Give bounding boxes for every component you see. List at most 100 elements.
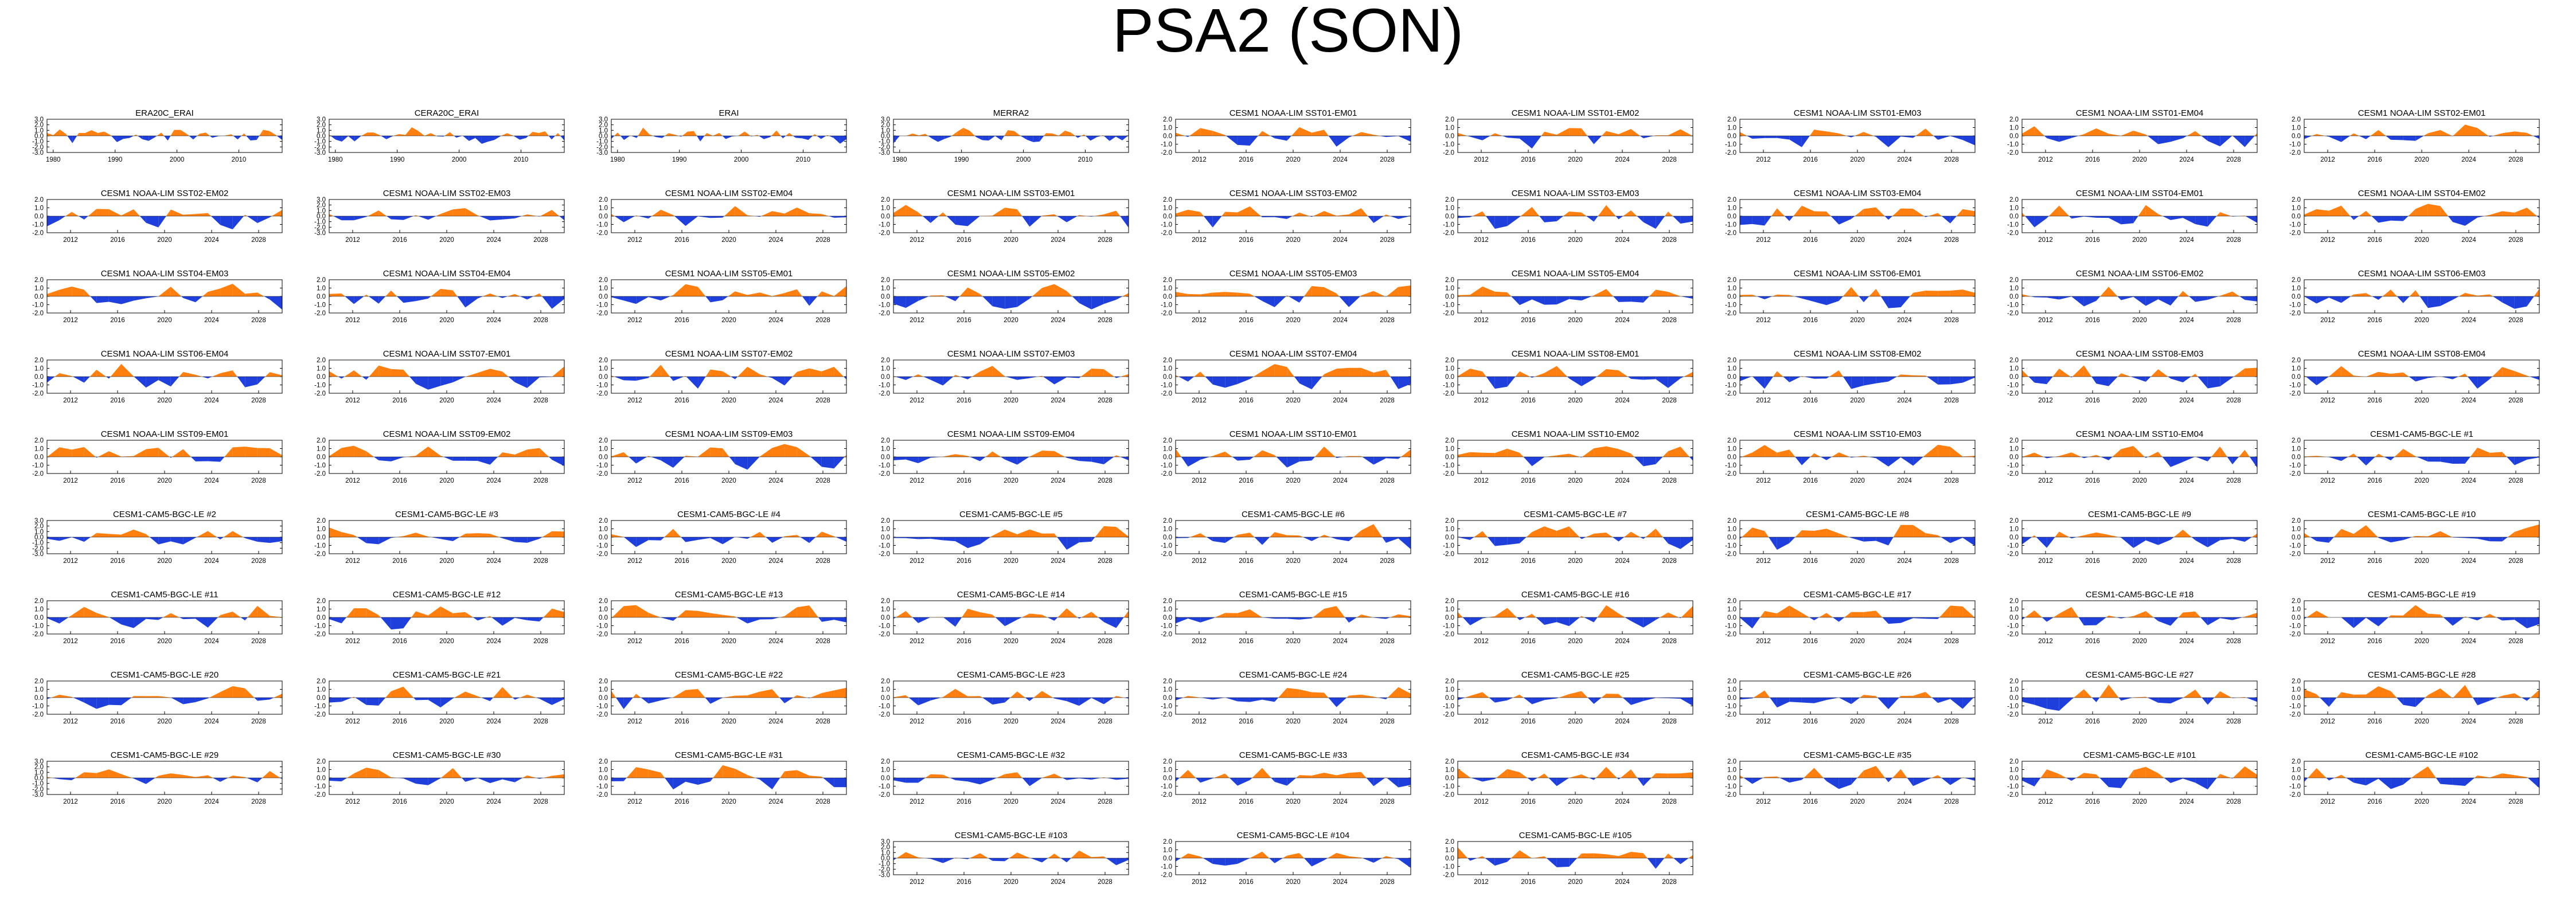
- positive-area: [346, 608, 354, 617]
- negative-area: [73, 698, 84, 703]
- y-tick-label: 2.0: [881, 122, 890, 129]
- x-tick-label: 2016: [957, 237, 971, 244]
- positive-area: [2133, 131, 2146, 136]
- positive-area: [1777, 208, 1785, 216]
- negative-area: [2378, 778, 2391, 789]
- negative-area: [502, 296, 508, 299]
- panel-svg: CESM1 NOAA-LIM SST08-EM012.01.00.0-1.0-2…: [1443, 349, 1693, 404]
- y-tick-label: 1.0: [1727, 205, 1736, 212]
- x-tick-label: 2028: [2226, 237, 2241, 244]
- positive-area: [2465, 373, 2468, 377]
- negative-area: [2304, 296, 2317, 304]
- negative-area: [723, 537, 735, 545]
- positive-area: [1189, 128, 1201, 136]
- positive-area: [698, 447, 711, 457]
- positive-area: [1458, 768, 1470, 778]
- x-tick-label: 2016: [957, 397, 971, 404]
- y-tick-label: -1.0: [314, 784, 326, 790]
- positive-area: [1114, 696, 1117, 698]
- positive-area: [1556, 453, 1570, 457]
- positive-area: [134, 449, 146, 457]
- positive-area: [1299, 775, 1312, 778]
- y-tick-label: 1.0: [881, 606, 890, 613]
- negative-area: [2527, 457, 2539, 460]
- negative-area: [1882, 617, 1888, 624]
- chart-panel: CESM1-CAM5-BGC-LE #33 2.0 1.0 0.0 -1.0 -2.0 20…: [1146, 750, 1421, 825]
- y-tick-label: -2.0: [32, 310, 44, 317]
- positive-area: [1618, 694, 1623, 698]
- positive-area: [269, 131, 276, 136]
- x-tick-label: 2028: [815, 638, 830, 645]
- x-tick-label: 2016: [957, 317, 971, 324]
- positive-area: [784, 770, 797, 778]
- x-tick-label: 2020: [1568, 638, 1583, 645]
- positive-area: [2126, 616, 2134, 617]
- y-tick-label: 1.0: [2292, 205, 2301, 212]
- negative-area: [1801, 136, 1810, 147]
- negative-area: [1581, 377, 1594, 386]
- negative-area: [2022, 617, 2025, 620]
- positive-area: [1962, 209, 1975, 216]
- y-tick-label: 0.0: [34, 454, 44, 461]
- positive-area: [1556, 128, 1570, 136]
- positive-area: [2316, 134, 2325, 136]
- y-tick-label: 2.0: [2009, 197, 2019, 203]
- positive-area: [918, 212, 923, 216]
- negative-area: [1516, 617, 1520, 620]
- x-tick-label: 1980: [892, 156, 907, 163]
- positive-area: [1623, 210, 1632, 216]
- panel-svg: CERA20C_ERAI3.02.01.00.0-1.0-2.0-3.01980…: [314, 108, 565, 163]
- positive-area: [121, 774, 132, 778]
- y-tick-label: -1.0: [1725, 302, 1736, 309]
- negative-area: [1091, 698, 1104, 705]
- x-tick-label: 2028: [251, 718, 266, 725]
- positive-area: [1863, 132, 1874, 136]
- negative-area: [195, 617, 208, 628]
- negative-area: [1507, 858, 1512, 862]
- positive-area: [378, 365, 391, 377]
- negative-area: [1757, 296, 1765, 300]
- positive-area: [719, 132, 723, 136]
- x-tick-label: 2012: [2038, 638, 2053, 645]
- positive-area: [1287, 295, 1289, 296]
- negative-area: [1250, 136, 1258, 146]
- negative-area: [905, 377, 914, 380]
- positive-area: [1839, 533, 1849, 537]
- x-tick-label: 2028: [1662, 156, 1677, 163]
- positive-area: [1839, 133, 1847, 136]
- positive-area: [2195, 373, 2198, 377]
- panel-title: CESM1-CAM5-BGC-LE #24: [1239, 670, 1347, 680]
- positive-area: [1618, 129, 1632, 136]
- y-tick-label: 0.0: [1445, 374, 1454, 381]
- positive-area: [385, 290, 391, 296]
- x-tick-label: 2028: [2226, 638, 2241, 645]
- y-tick-label: 0.0: [2009, 454, 2019, 461]
- negative-area: [2133, 216, 2138, 224]
- negative-area: [918, 457, 931, 464]
- x-tick-label: 1980: [328, 156, 343, 163]
- x-tick-label: 2000: [170, 156, 185, 163]
- negative-area: [494, 136, 501, 140]
- positive-area: [2391, 691, 2397, 698]
- x-tick-label: 2024: [2179, 558, 2194, 565]
- x-tick-label: 2020: [721, 317, 736, 324]
- positive-area: [1777, 371, 1783, 377]
- x-tick-label: 2020: [1286, 156, 1301, 163]
- negative-area: [648, 216, 652, 219]
- x-tick-label: 2020: [1286, 558, 1301, 565]
- x-tick-label: 2016: [674, 237, 689, 244]
- positive-area: [51, 694, 60, 698]
- x-tick-label: 2016: [2367, 799, 2382, 805]
- positive-area: [809, 455, 811, 457]
- x-tick-label: 2028: [1380, 397, 1395, 404]
- positive-area: [2474, 775, 2478, 778]
- positive-area: [2353, 694, 2366, 698]
- positive-area: [1777, 776, 1780, 778]
- negative-area: [1225, 537, 1234, 543]
- positive-area: [1041, 691, 1053, 698]
- positive-area: [498, 452, 503, 457]
- negative-area: [1203, 858, 1213, 864]
- y-tick-label: -1.0: [2289, 222, 2301, 229]
- negative-area: [465, 778, 478, 782]
- negative-area: [2353, 778, 2366, 786]
